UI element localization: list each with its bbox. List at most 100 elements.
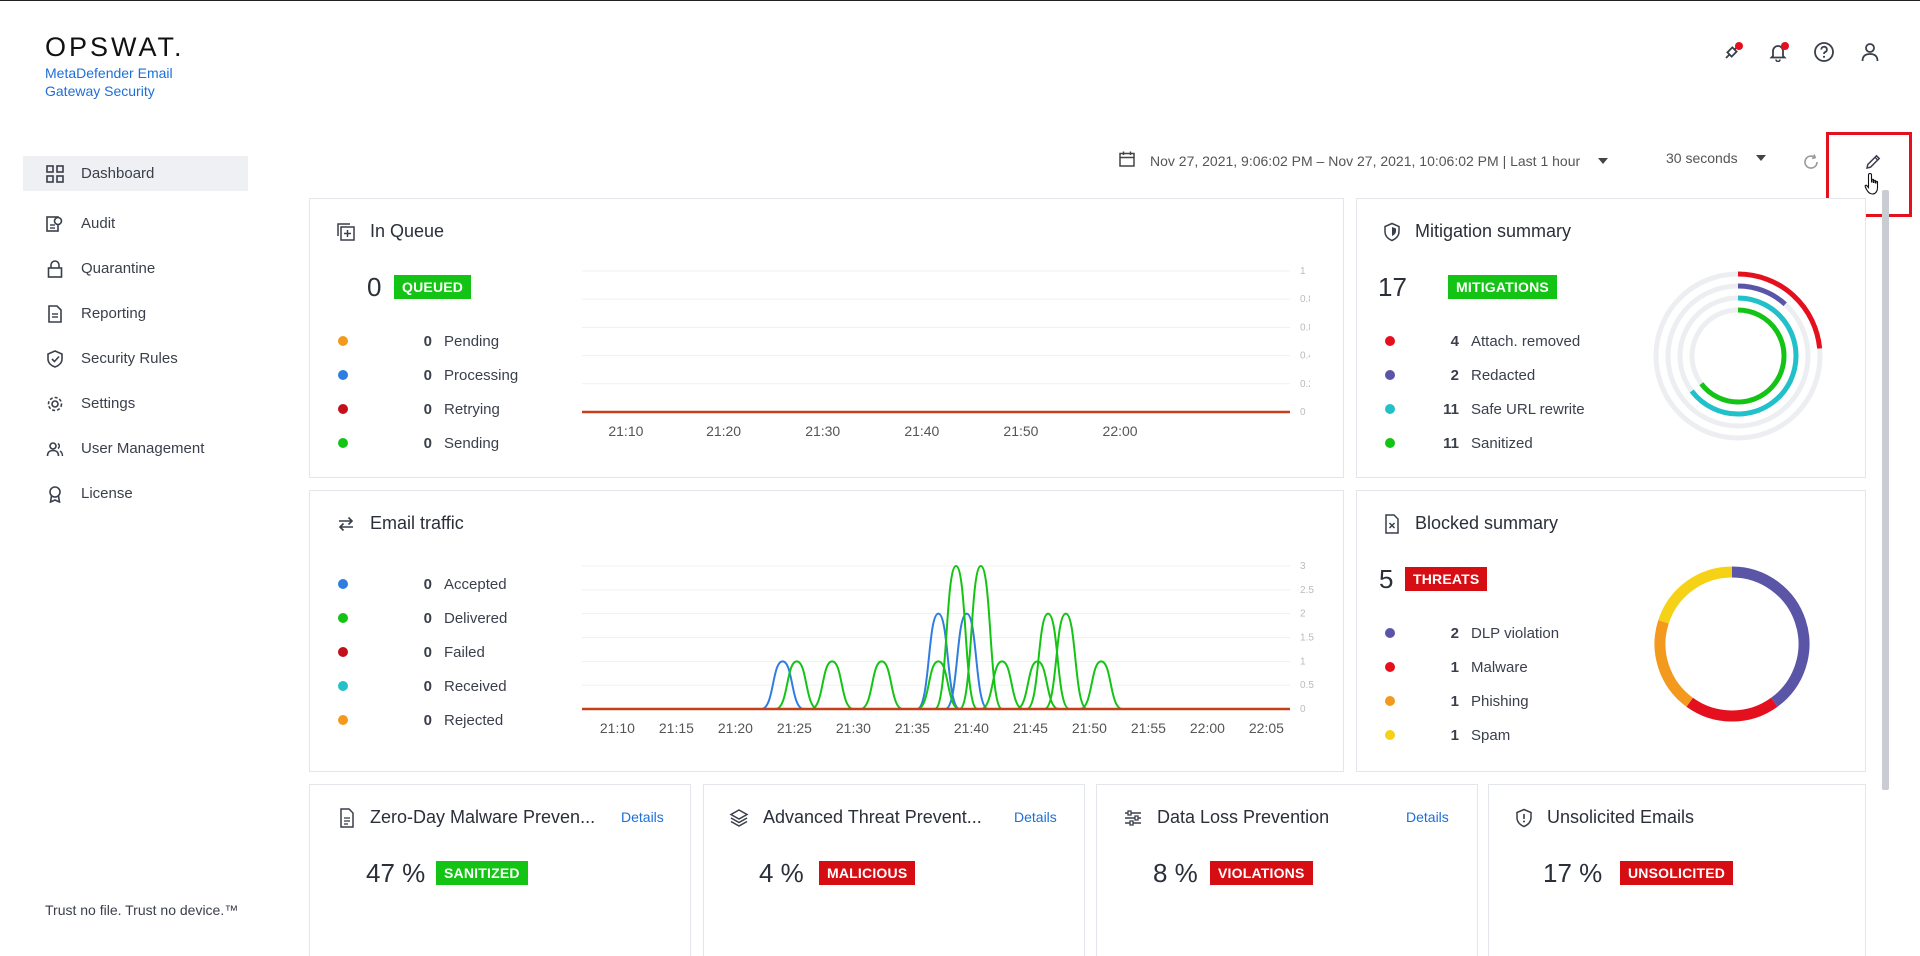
- mitigation-summary-card: Mitigation summary 17 MITIGATIONS 4 Attac…: [1356, 198, 1866, 478]
- status-badge: UNSOLICITED: [1620, 861, 1734, 885]
- y-tick-label: 0: [1300, 407, 1306, 418]
- blocked-legend: 2 DLP violation 1 Malware 1 Phishing 1 Spam: [1385, 616, 1559, 752]
- ring-arc-3: [1699, 307, 1787, 405]
- sidebar-item-label: Dashboard: [81, 165, 155, 182]
- legend-value: 0: [423, 400, 432, 418]
- chevron-down-icon: [1755, 155, 1766, 161]
- pencil-icon: [1866, 154, 1881, 169]
- percent-value: 17 %: [1543, 858, 1603, 888]
- sidebar-item-user-management[interactable]: User Management: [23, 426, 248, 471]
- card-title: Advanced Threat Prevent...: [763, 807, 982, 827]
- legend-dot: [1385, 730, 1395, 740]
- legend-dot: [1385, 370, 1395, 380]
- date-range-picker[interactable]: Nov 27, 2021, 9:06:02 PM – Nov 27, 2021,…: [1118, 150, 1609, 171]
- swap-arrows-icon: [336, 514, 356, 534]
- help-icon: [1814, 42, 1834, 62]
- status-badge: QUEUED: [394, 275, 472, 299]
- audit-icon: [45, 214, 65, 234]
- legend-label: Received: [444, 677, 507, 695]
- legend-dot: [338, 647, 348, 657]
- y-tick-label: 2: [1300, 609, 1306, 620]
- sidebar-item-label: Settings: [81, 395, 136, 412]
- sidebar-item-security-rules[interactable]: Security Rules: [23, 336, 248, 381]
- date-range-text: Nov 27, 2021, 9:06:02 PM – Nov 27, 2021,…: [1150, 152, 1581, 169]
- legend-label: Redacted: [1471, 366, 1536, 384]
- card-title: Data Loss Prevention: [1157, 807, 1330, 827]
- blocked-summary-card: Blocked summary 5 THREATS 2 DLP violation…: [1356, 490, 1866, 772]
- legend-label: Sending: [444, 434, 500, 452]
- legend-value: 0: [423, 711, 432, 729]
- dashboard-icon: [45, 164, 65, 184]
- legend-dot: [338, 579, 348, 589]
- card-title: In Queue: [370, 221, 445, 241]
- lock-icon: [45, 259, 65, 279]
- help-button[interactable]: [1812, 40, 1836, 64]
- legend-label: Delivered: [444, 609, 508, 627]
- legend-label: Sanitized: [1471, 434, 1533, 452]
- scrollbar[interactable]: [1882, 190, 1889, 790]
- traffic-line-chart: 3 2.5 2 1.5 1 0.5 0 21:10 21:15 21:20 21:25 21:30 21…: [582, 561, 1314, 736]
- legend-item: 11 Safe URL rewrite: [1385, 392, 1585, 426]
- x-tick-label: 21:50: [1072, 720, 1107, 736]
- legend-item: 0 Rejected: [338, 703, 507, 737]
- alert-dot: [1735, 42, 1743, 50]
- legend-dot: [1385, 404, 1395, 414]
- sidebar-item-settings[interactable]: Settings: [23, 381, 248, 426]
- notifications-button[interactable]: [1766, 40, 1790, 64]
- x-tick-label: 21:10: [608, 423, 643, 439]
- edit-dashboard-button[interactable]: [1864, 153, 1882, 176]
- refresh-interval-select[interactable]: 30 seconds: [1666, 150, 1766, 166]
- details-link[interactable]: Details: [621, 809, 664, 825]
- legend-value: 11: [1443, 434, 1459, 452]
- status-badge: VIOLATIONS: [1210, 861, 1313, 885]
- details-link[interactable]: Details: [1406, 809, 1449, 825]
- legend-value: 0: [423, 609, 432, 627]
- legend-label: Accepted: [444, 575, 507, 593]
- status-badge: MALICIOUS: [819, 861, 916, 885]
- queue-legend: 0 Pending 0 Processing 0 Retrying 0 Sending: [338, 324, 518, 460]
- legend-value: 1: [1450, 658, 1459, 676]
- y-tick-label: 0.8: [1300, 322, 1310, 333]
- refresh-button[interactable]: [1802, 153, 1820, 176]
- legend-item: 0 Sending: [338, 426, 518, 460]
- card-title: Mitigation summary: [1415, 221, 1572, 241]
- sidebar-item-dashboard[interactable]: Dashboard: [23, 156, 248, 191]
- calendar-icon: [1118, 150, 1136, 171]
- legend-value: 4: [1450, 332, 1459, 350]
- legend-dot: [1385, 662, 1395, 672]
- donut-slice-1: [1686, 697, 1778, 722]
- details-link[interactable]: Details: [1014, 809, 1057, 825]
- sidebar-item-label: Audit: [81, 215, 116, 232]
- legend-label: Safe URL rewrite: [1471, 400, 1585, 418]
- user-menu-button[interactable]: [1858, 40, 1882, 64]
- shield-check-icon: [45, 349, 65, 369]
- highlight-box: [1826, 132, 1912, 217]
- legend-item: 2 DLP violation: [1385, 616, 1559, 650]
- sidebar-item-audit[interactable]: Audit: [23, 201, 248, 246]
- integration-button[interactable]: [1720, 40, 1744, 64]
- status-badge: THREATS: [1405, 567, 1488, 591]
- x-tick-label: 21:50: [1003, 423, 1038, 439]
- product-name: MetaDefender Email Gateway Security: [45, 65, 173, 99]
- legend-dot: [338, 370, 348, 380]
- queue-icon: [336, 222, 356, 242]
- y-tick-label: 2.5: [1300, 585, 1314, 596]
- mitigation-legend: 4 Attach. removed 2 Redacted 11 Safe URL re…: [1385, 324, 1585, 460]
- email-traffic-card: Email traffic 0 Accepted 0 Delivered 0 Fail…: [309, 490, 1344, 772]
- status-badge: SANITIZED: [436, 861, 528, 885]
- y-tick-label: 0: [1300, 704, 1306, 715]
- legend-dot: [338, 715, 348, 725]
- hand-cursor-icon: [1864, 172, 1882, 201]
- sidebar-item-license[interactable]: License: [23, 471, 248, 516]
- card-header: Mitigation summary: [1383, 221, 1571, 242]
- card-header: Unsolicited Emails: [1515, 807, 1694, 828]
- sidebar-item-quarantine[interactable]: Quarantine: [23, 246, 248, 291]
- legend-label: Malware: [1471, 658, 1528, 676]
- x-tick-label: 21:20: [706, 423, 741, 439]
- sidebar-item-reporting[interactable]: Reporting: [23, 291, 248, 336]
- percent-value: 8 %: [1153, 858, 1198, 888]
- percent-value: 4 %: [759, 858, 804, 888]
- legend-item: 0 Received: [338, 669, 507, 703]
- user-icon: [1861, 43, 1879, 62]
- ring-arc-0: [1737, 271, 1823, 349]
